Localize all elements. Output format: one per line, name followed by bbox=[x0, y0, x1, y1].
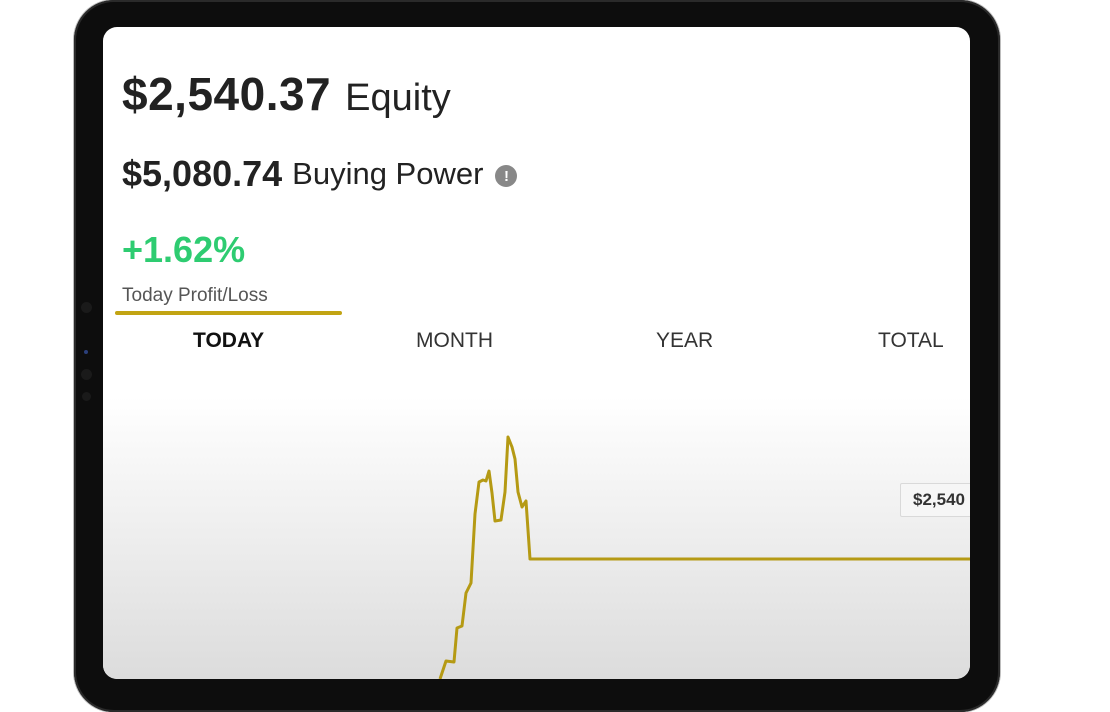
sensor-dot bbox=[82, 392, 91, 401]
sensor-dot bbox=[84, 350, 88, 354]
equity-chart-area bbox=[103, 397, 970, 679]
tab-today[interactable]: TODAY bbox=[193, 329, 265, 352]
profit-loss-label: Today Profit/Loss bbox=[122, 285, 268, 306]
info-icon[interactable]: ! bbox=[495, 165, 518, 187]
app-screen: $2,540.37 Equity $5,080.74 Buying Power … bbox=[103, 27, 970, 679]
active-tab-indicator bbox=[115, 311, 342, 315]
equity-line bbox=[438, 435, 970, 679]
buying-power-value: $5,080.74 bbox=[122, 153, 283, 194]
tab-total[interactable]: TOTAL bbox=[878, 329, 944, 352]
equity-row: $2,540.37 Equity bbox=[122, 67, 451, 121]
price-tag: $2,540 bbox=[900, 483, 970, 517]
profit-loss-percent: +1.62% bbox=[122, 229, 246, 270]
tab-year[interactable]: YEAR bbox=[656, 329, 714, 352]
equity-label: Equity bbox=[345, 77, 451, 119]
equity-value: $2,540.37 bbox=[122, 68, 332, 120]
buying-power-label: Buying Power bbox=[292, 156, 484, 191]
sensor-dot bbox=[81, 369, 92, 380]
buying-power-row: $5,080.74 Buying Power ! bbox=[122, 153, 518, 195]
equity-chart bbox=[438, 435, 970, 679]
camera-dot bbox=[81, 302, 92, 313]
tab-month[interactable]: MONTH bbox=[416, 329, 493, 352]
